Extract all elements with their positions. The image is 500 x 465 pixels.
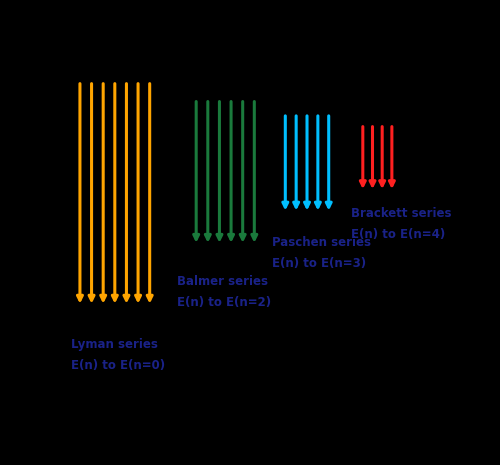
Text: E(n) to E(n=2): E(n) to E(n=2)	[177, 296, 271, 309]
Text: E(n) to E(n=3): E(n) to E(n=3)	[272, 257, 366, 270]
Text: E(n) to E(n=0): E(n) to E(n=0)	[71, 359, 165, 372]
Text: Brackett series: Brackett series	[351, 207, 452, 220]
Text: Balmer series: Balmer series	[177, 275, 268, 288]
Text: E(n) to E(n=4): E(n) to E(n=4)	[351, 228, 446, 241]
Text: Lyman series: Lyman series	[71, 338, 158, 351]
Text: Paschen series: Paschen series	[272, 236, 371, 249]
